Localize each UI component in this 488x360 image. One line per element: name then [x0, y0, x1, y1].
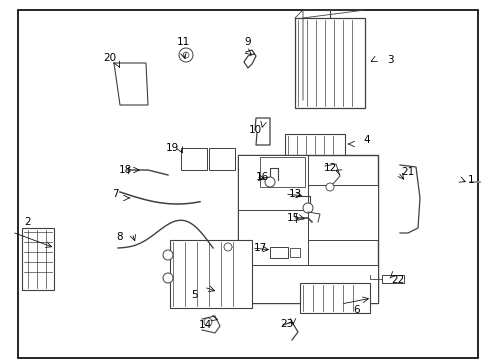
Bar — [170, 240, 251, 308]
Bar — [238, 210, 307, 265]
Circle shape — [183, 52, 189, 58]
Circle shape — [179, 48, 193, 62]
Text: 18: 18 — [118, 165, 131, 175]
Text: 20: 20 — [103, 53, 116, 63]
Circle shape — [203, 318, 212, 326]
Text: 19: 19 — [165, 143, 178, 153]
Text: 12: 12 — [323, 163, 336, 173]
Text: 2: 2 — [24, 217, 31, 227]
Bar — [299, 283, 369, 313]
Text: 22: 22 — [390, 275, 404, 285]
Bar — [307, 185, 377, 240]
Text: 14: 14 — [198, 320, 211, 330]
Text: 13: 13 — [288, 189, 301, 199]
Bar — [269, 247, 287, 258]
Circle shape — [303, 203, 312, 213]
Bar — [381, 275, 403, 283]
Bar — [260, 157, 305, 187]
Bar — [238, 155, 377, 303]
Bar — [208, 148, 235, 170]
Circle shape — [163, 273, 173, 283]
Bar — [289, 248, 299, 257]
Text: 5: 5 — [190, 290, 197, 300]
Circle shape — [325, 183, 333, 191]
Text: 21: 21 — [401, 167, 414, 177]
Text: 8: 8 — [117, 232, 123, 242]
Text: 17: 17 — [253, 243, 266, 253]
Text: 1: 1 — [467, 175, 473, 185]
Text: 9: 9 — [244, 37, 251, 47]
Bar — [22, 228, 54, 290]
Bar — [181, 148, 206, 170]
Bar — [238, 155, 307, 210]
Text: 7: 7 — [111, 189, 118, 199]
Circle shape — [224, 243, 231, 251]
Text: 3: 3 — [386, 55, 392, 65]
Bar — [285, 134, 345, 156]
Circle shape — [264, 177, 274, 187]
Text: 16: 16 — [255, 172, 268, 182]
Text: 6: 6 — [353, 305, 360, 315]
Text: 11: 11 — [176, 37, 189, 47]
Circle shape — [163, 250, 173, 260]
Text: 10: 10 — [248, 125, 261, 135]
Text: 23: 23 — [280, 319, 293, 329]
Bar — [238, 265, 377, 303]
Bar — [294, 18, 364, 108]
Text: 15: 15 — [286, 213, 299, 223]
Text: 4: 4 — [363, 135, 369, 145]
